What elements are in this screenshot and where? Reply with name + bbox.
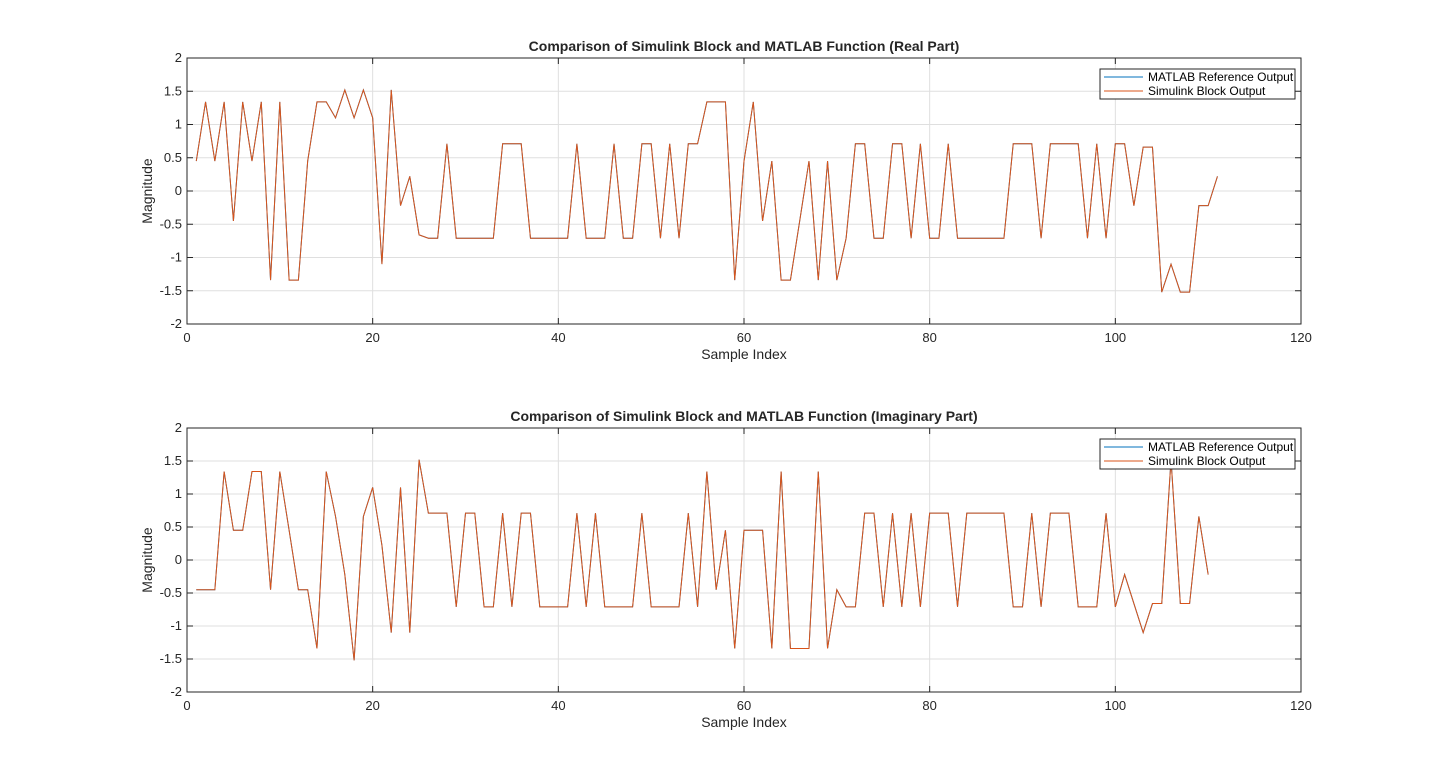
- chart-title: Comparison of Simulink Block and MATLAB …: [510, 408, 977, 424]
- legend-entry: Simulink Block Output: [1148, 454, 1266, 468]
- x-tick-label: 40: [551, 330, 565, 345]
- legend-box: [1099, 438, 1296, 470]
- x-tick-label: 20: [365, 330, 379, 345]
- x-tick-label: 100: [1104, 330, 1126, 345]
- legend-entry: MATLAB Reference Output: [1148, 440, 1294, 454]
- legend-entry: MATLAB Reference Output: [1148, 70, 1294, 84]
- y-tick-label: -2: [170, 316, 182, 331]
- x-tick-label: 100: [1104, 698, 1126, 713]
- y-tick-label: 2: [175, 420, 182, 435]
- x-tick-label: 80: [922, 698, 936, 713]
- y-tick-label: 0.5: [164, 519, 182, 534]
- y-tick-label: -1: [170, 250, 182, 265]
- y-tick-label: 2: [175, 50, 182, 65]
- legend-entry: Simulink Block Output: [1148, 84, 1266, 98]
- y-tick-label: 0.5: [164, 150, 182, 165]
- x-tick-label: 20: [365, 698, 379, 713]
- y-axis-label: Magnitude: [139, 527, 155, 593]
- y-tick-label: 1.5: [164, 83, 182, 98]
- chart-imaginary-part: 0 20 40 60 80 100 120 -2 -1.5 -1 -0.5 0 0.5 1 1.5 2 Comp…: [139, 408, 1312, 730]
- x-tick-label: 60: [737, 698, 751, 713]
- y-tick-label: -1.5: [160, 651, 182, 666]
- y-tick-label: -0.5: [160, 216, 182, 231]
- chart-real-part: 0 20 40 60 80 100 120 -2 -1.5 -1 -0.5 0 0.5 1 1.5 2 Comp…: [139, 38, 1312, 362]
- x-tick-label: 40: [551, 698, 565, 713]
- series-line-simulink-block: [196, 459, 1209, 661]
- y-tick-label: -1: [170, 618, 182, 633]
- y-tick-label: 1: [175, 486, 182, 501]
- x-tick-label: 0: [183, 698, 190, 713]
- x-tick-label: 120: [1290, 330, 1312, 345]
- x-axis-label: Sample Index: [701, 714, 787, 730]
- y-tick-label: 0: [175, 183, 182, 198]
- y-tick-label: 1: [175, 117, 182, 132]
- x-axis-label: Sample Index: [701, 346, 787, 362]
- y-tick-label: -0.5: [160, 585, 182, 600]
- y-tick-label: 1.5: [164, 453, 182, 468]
- y-tick-label: -2: [170, 684, 182, 699]
- legend-box: [1099, 68, 1296, 100]
- series-line-simulink-block: [195, 88, 1218, 293]
- x-tick-label: 0: [183, 330, 190, 345]
- x-tick-label: 60: [737, 330, 751, 345]
- y-axis-label: Magnitude: [139, 158, 155, 224]
- y-tick-label: 0: [175, 552, 182, 567]
- chart-title: Comparison of Simulink Block and MATLAB …: [529, 38, 960, 54]
- y-tick-label: -1.5: [160, 283, 182, 298]
- x-tick-label: 120: [1290, 698, 1312, 713]
- x-tick-label: 80: [922, 330, 936, 345]
